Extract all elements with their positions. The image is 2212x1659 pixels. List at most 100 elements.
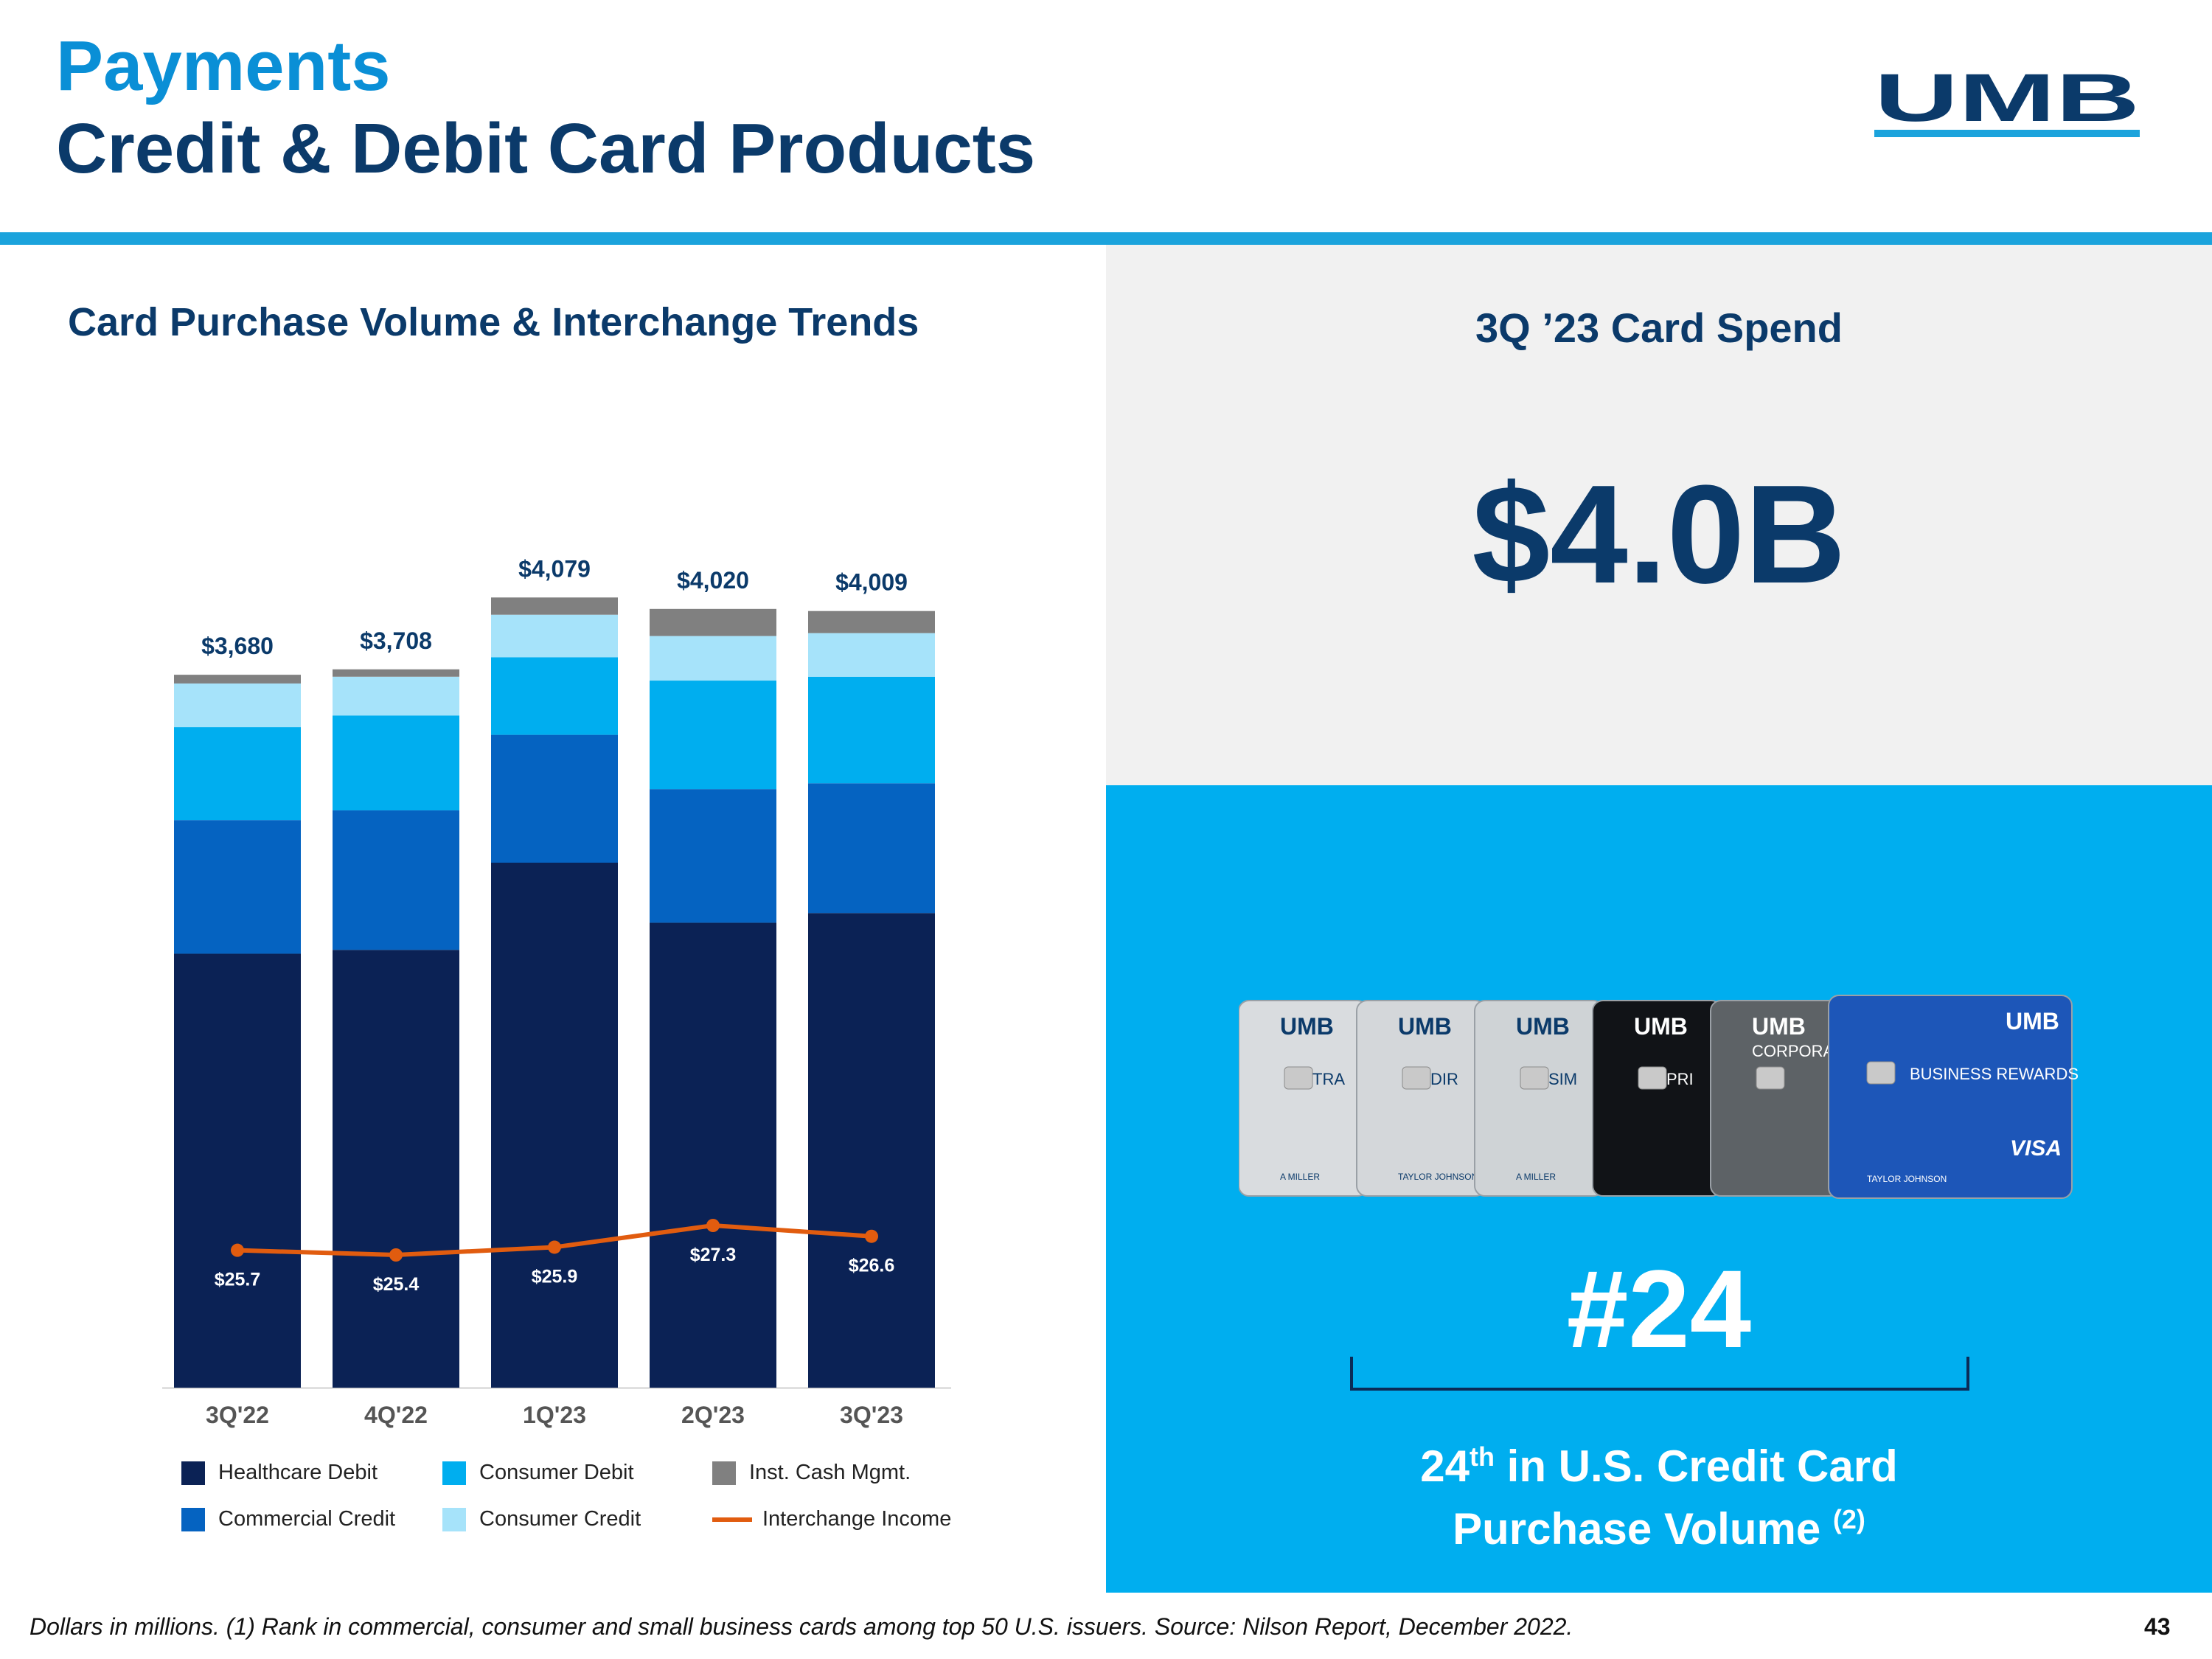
legend-label: Consumer Credit xyxy=(479,1507,641,1531)
bar-total-label: $3,708 xyxy=(360,627,432,654)
page-title-line2: Credit & Debit Card Products xyxy=(56,109,1036,188)
bar-segment-3Q'23-1 xyxy=(808,783,935,914)
interchange-income-label: $26.6 xyxy=(849,1256,895,1276)
interchange-income-point xyxy=(231,1243,244,1257)
card-body xyxy=(1828,995,2073,1199)
legend-line-swatch xyxy=(712,1517,752,1523)
bar-segment-2Q'23-4 xyxy=(650,608,776,636)
rank-desc-number: 24 xyxy=(1420,1441,1470,1491)
interchange-income-label: $27.3 xyxy=(690,1245,737,1265)
bar-segment-1Q'23-4 xyxy=(491,597,618,615)
bar-segment-1Q'23-0 xyxy=(491,862,618,1388)
bar-segment-2Q'23-1 xyxy=(650,789,776,923)
interchange-income-label: $25.4 xyxy=(373,1274,420,1295)
bar-total-label: $4,079 xyxy=(518,555,591,582)
bar-segment-3Q'22-4 xyxy=(174,675,301,684)
stacked-bar-chart: $3,680 3Q'22 $3,708 4Q'22 $4,079 1Q'23 $4,020 2… xyxy=(162,555,951,1428)
card-chip xyxy=(1520,1066,1549,1090)
interchange-income-point xyxy=(706,1219,720,1232)
bar-segment-2Q'23-0 xyxy=(650,922,776,1388)
card-chip xyxy=(1284,1066,1313,1090)
card-brand: UMB xyxy=(1634,1013,1688,1040)
legend-item: Inst. Cash Mgmt. xyxy=(712,1460,911,1486)
bar-segment-3Q'22-2 xyxy=(174,727,301,821)
legend-label: Commercial Credit xyxy=(218,1507,396,1531)
legend-item: Interchange Income xyxy=(712,1506,951,1531)
bar-segment-4Q'22-1 xyxy=(333,810,459,950)
card-chip xyxy=(1756,1066,1785,1090)
bar-segment-4Q'22-4 xyxy=(333,669,459,677)
interchange-income-point xyxy=(548,1240,561,1254)
x-tick-label: 1Q'23 xyxy=(523,1402,586,1428)
chart-title: Card Purchase Volume & Interchange Trend… xyxy=(68,300,919,344)
card-brand: UMB xyxy=(1752,1013,1806,1040)
logo-underline xyxy=(1874,130,2140,137)
card-chip xyxy=(1638,1066,1667,1090)
bar-segment-1Q'23-3 xyxy=(491,614,618,658)
rank-desc-line2: Purchase Volume xyxy=(1453,1504,1833,1554)
card-product-label: BUSINESS REWARDS xyxy=(1910,1065,2079,1083)
legend-label: Healthcare Debit xyxy=(218,1461,378,1484)
card: UMB CORPORAT xyxy=(1710,1000,1843,1197)
legend-label: Consumer Debit xyxy=(479,1461,634,1484)
bar-segment-4Q'22-0 xyxy=(333,950,459,1388)
interchange-income-label: $25.7 xyxy=(215,1270,261,1290)
page-number: 43 xyxy=(2144,1613,2171,1640)
card-chip xyxy=(1866,1061,1896,1085)
legend-label: Inst. Cash Mgmt. xyxy=(749,1461,911,1484)
bar-total-label: $3,680 xyxy=(201,633,274,659)
card: UMB TRA A MILLER xyxy=(1239,1000,1368,1197)
bar-segment-3Q'23-4 xyxy=(808,611,935,633)
card-holder-name: TAYLOR JOHNSON xyxy=(1398,1172,1478,1182)
interchange-income-point xyxy=(865,1229,878,1243)
card-product-label: CORPORAT xyxy=(1752,1042,1843,1060)
rank-value: #24 xyxy=(1566,1247,1752,1371)
card-holder-name: TAYLOR JOHNSON xyxy=(1867,1174,1947,1184)
card-brand: UMB xyxy=(1516,1013,1570,1040)
card: UMB SIM A MILLER xyxy=(1474,1000,1604,1197)
rank-desc-text: in U.S. Credit Card xyxy=(1494,1441,1898,1491)
bar-segment-3Q'22-1 xyxy=(174,820,301,954)
legend-item: Commercial Credit xyxy=(181,1506,396,1532)
card-product-label: DIR xyxy=(1430,1070,1458,1088)
x-tick-label: 4Q'22 xyxy=(364,1402,428,1428)
legend-swatch xyxy=(712,1461,736,1486)
bar-segment-1Q'23-1 xyxy=(491,734,618,863)
header-divider xyxy=(0,232,2212,245)
interchange-income-label: $25.9 xyxy=(532,1266,578,1287)
legend-item: Consumer Debit xyxy=(442,1460,634,1486)
bar-segment-3Q'22-3 xyxy=(174,683,301,728)
bar-segment-3Q'23-0 xyxy=(808,913,935,1388)
bar-total-label: $4,009 xyxy=(835,569,908,596)
bar-segment-3Q'23-2 xyxy=(808,676,935,784)
legend-item: Consumer Credit xyxy=(442,1506,641,1532)
card-holder-name: A MILLER xyxy=(1516,1172,1556,1182)
bar-segment-2Q'23-2 xyxy=(650,681,776,790)
legend-swatch xyxy=(442,1508,466,1532)
x-tick-label: 2Q'23 xyxy=(681,1402,745,1428)
bar-segment-4Q'22-2 xyxy=(333,715,459,811)
card-brand: UMB xyxy=(1398,1013,1452,1040)
legend-swatch xyxy=(181,1461,205,1486)
legend-swatch xyxy=(181,1508,205,1532)
card: UMB BUSINESS REWARDS TAYLOR JOHNSON VISA xyxy=(1828,995,2079,1199)
rank-bracket xyxy=(1350,1357,1969,1391)
bar-total-label: $4,020 xyxy=(677,567,749,594)
bar-segment-2Q'23-3 xyxy=(650,636,776,681)
card-spend-panel xyxy=(1106,245,2212,785)
bar-segment-4Q'22-3 xyxy=(333,676,459,716)
card-holder-name: A MILLER xyxy=(1280,1172,1320,1182)
card-chip xyxy=(1402,1066,1431,1090)
page-title-line1: Payments xyxy=(56,27,391,105)
interchange-income-point xyxy=(389,1248,403,1262)
footnote: Dollars in millions. (1) Rank in commerc… xyxy=(29,1613,1573,1640)
card-product-label: SIM xyxy=(1548,1070,1577,1088)
card: UMB DIR TAYLOR JOHNSON xyxy=(1356,1000,1486,1197)
legend-item: Healthcare Debit xyxy=(181,1460,378,1486)
card-brand: UMB xyxy=(2006,1008,2059,1034)
umb-logo: UMB xyxy=(1874,68,2140,137)
card-spend-value: $4.0B xyxy=(1472,456,1846,613)
bar-segment-3Q'22-0 xyxy=(174,953,301,1388)
card-brand: UMB xyxy=(1280,1013,1334,1040)
bar-segment-1Q'23-2 xyxy=(491,657,618,735)
